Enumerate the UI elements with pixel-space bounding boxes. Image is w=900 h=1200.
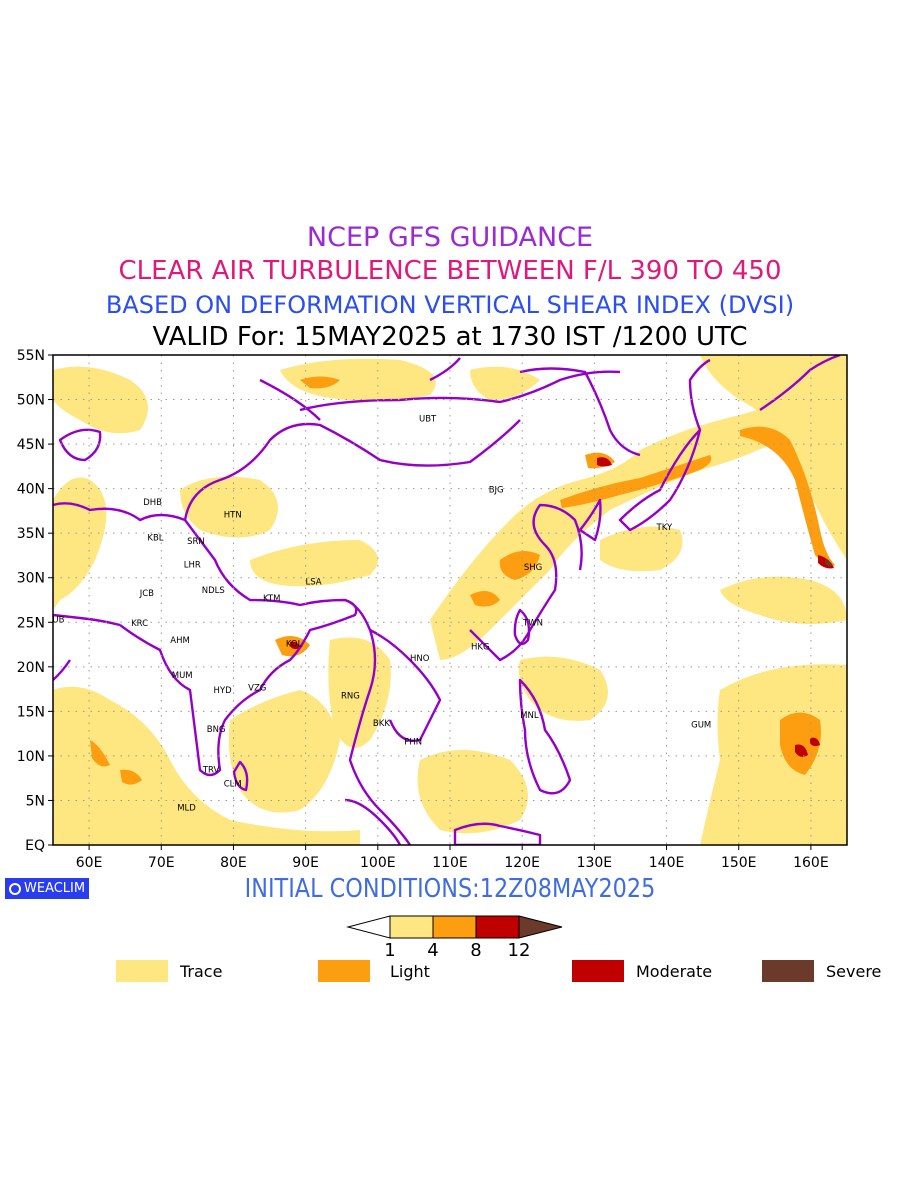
- lat-tick-label: 5N: [26, 793, 45, 809]
- station-label-krc: KRC: [131, 619, 148, 629]
- station-label-hkg: HKG: [471, 642, 490, 652]
- severe-turbulence-areas: [825, 560, 832, 567]
- colorbar-tick-12: 12: [508, 940, 531, 956]
- station-label-vzg: VZG: [248, 683, 266, 693]
- country-boundaries: [53, 355, 841, 845]
- lon-tick-label: 70E: [148, 855, 175, 871]
- colorbar-tick-4: 4: [427, 940, 438, 956]
- station-label-ubt: UBT: [419, 414, 437, 424]
- station-label-mum: MUM: [172, 671, 193, 681]
- colorbar-over-arrow: [518, 915, 563, 939]
- weaclim-logo: WEACLIM: [5, 878, 90, 899]
- lon-tick-label: 110E: [432, 855, 468, 871]
- station-label-kbl: KBL: [147, 534, 163, 544]
- station-label-twn: TWN: [522, 618, 543, 628]
- station-label-ndls: NDLS: [202, 586, 225, 596]
- station-label-shg: SHG: [524, 563, 542, 573]
- station-label-kol: KOL: [286, 640, 303, 650]
- station-label-rng: RNG: [341, 691, 360, 701]
- station-label-lhr: LHR: [184, 560, 201, 570]
- lon-tick-label: 120E: [504, 855, 540, 871]
- lat-tick-label: 25N: [17, 615, 45, 631]
- station-label-dub: DUB: [46, 616, 65, 626]
- lat-tick-label: EQ: [25, 838, 45, 854]
- legend-swatch-trace: [116, 960, 168, 982]
- lat-tick-label: 55N: [17, 348, 45, 364]
- colorbar-moderate-segment: [475, 915, 520, 939]
- lon-tick-label: 130E: [577, 855, 613, 871]
- station-labels: UBT BJG TKY SHG TWN HKG HNO MNL GUM BKK PHN RNG LSA K…: [46, 414, 711, 814]
- station-label-htn: HTN: [224, 510, 242, 520]
- legend-label-moderate: Moderate: [636, 962, 713, 981]
- colorbar-under-arrow: [346, 915, 391, 939]
- station-label-clm: CLM: [224, 780, 242, 790]
- station-label-bkk: BKK: [373, 719, 390, 729]
- station-label-ktm: KTM: [263, 594, 280, 604]
- station-label-srn: SRN: [187, 537, 205, 547]
- station-label-tky: TKY: [656, 523, 673, 533]
- station-label-bjg: BJG: [489, 486, 504, 496]
- lat-tick-label: 35N: [17, 526, 45, 542]
- turbulence-map: UBT BJG TKY SHG TWN HKG HNO MNL GUM BKK PHN RNG LSA K…: [17, 348, 848, 871]
- station-label-trv: TRV: [202, 765, 220, 775]
- legend-label-light: Light: [390, 962, 430, 981]
- station-label-dhb: DHB: [143, 498, 162, 508]
- colorbar-light-segment: [432, 915, 477, 939]
- legend-swatch-moderate: [572, 960, 624, 982]
- lat-tick-label: 45N: [17, 437, 45, 453]
- lat-tick-label: 30N: [17, 571, 45, 587]
- station-label-lsa: LSA: [306, 577, 322, 587]
- lon-tick-label: 150E: [721, 855, 757, 871]
- station-label-hno: HNO: [410, 654, 430, 664]
- lon-tick-label: 160E: [793, 855, 829, 871]
- colorbar-tick-1: 1: [384, 940, 395, 956]
- station-label-phn: PHN: [404, 738, 422, 748]
- colorbar-trace-segment: [389, 915, 434, 939]
- map-axes: 60E 70E 80E 90E 100E 110E 120E 130E 140E 150E 160E…: [17, 348, 829, 871]
- station-label-gum: GUM: [691, 721, 711, 731]
- legend-swatch-light: [318, 960, 370, 982]
- lat-tick-label: 50N: [17, 393, 45, 409]
- lon-tick-label: 140E: [649, 855, 685, 871]
- title-line-1: NCEP GFS GUIDANCE: [306, 222, 594, 253]
- station-label-jcb: JCB: [139, 589, 154, 599]
- legend-label-severe: Severe: [826, 962, 882, 981]
- lon-tick-label: 60E: [76, 855, 103, 871]
- station-label-ahm: AHM: [170, 636, 190, 646]
- valid-time: VALID For: 15MAY2025 at 1730 IST /1200 U…: [152, 322, 748, 352]
- logo-circle-icon: [9, 882, 21, 895]
- legend-swatch-severe: [762, 960, 814, 982]
- title-line-2: CLEAR AIR TURBULENCE BETWEEN F/L 390 TO …: [118, 256, 782, 286]
- lon-tick-label: 80E: [220, 855, 247, 871]
- lon-tick-label: 90E: [292, 855, 319, 871]
- initial-conditions: INITIAL CONDITIONS:12Z08MAY2025: [244, 874, 656, 904]
- legend-label-trace: Trace: [180, 962, 223, 981]
- colorbar: 1 4 8 12: [346, 915, 563, 956]
- lon-tick-label: 100E: [360, 855, 396, 871]
- lat-tick-label: 20N: [17, 660, 45, 676]
- lat-tick-label: 15N: [17, 704, 45, 720]
- light-turbulence-areas: [90, 376, 835, 785]
- colorbar-tick-8: 8: [470, 940, 481, 956]
- station-label-mld: MLD: [177, 804, 196, 814]
- station-label-mnl: MNL: [520, 711, 539, 721]
- station-label-hyd: HYD: [214, 686, 233, 696]
- lat-tick-label: 10N: [17, 749, 45, 765]
- lat-tick-label: 40N: [17, 482, 45, 498]
- logo-text: WEACLIM: [24, 881, 86, 896]
- title-line-3: BASED ON DEFORMATION VERTICAL SHEAR INDE…: [105, 291, 795, 319]
- station-label-bng: BNG: [207, 725, 226, 735]
